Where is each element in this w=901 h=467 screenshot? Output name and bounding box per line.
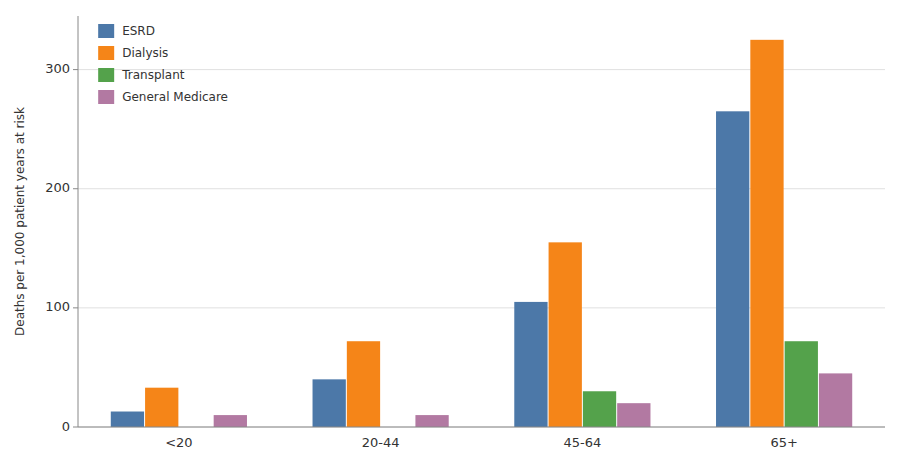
x-axis-line xyxy=(78,427,885,428)
bar xyxy=(415,415,448,427)
y-tick xyxy=(73,69,78,70)
bar xyxy=(111,412,144,427)
x-tick-label: 45-64 xyxy=(563,435,601,450)
legend-swatch xyxy=(98,24,114,38)
y-tick-label: 300 xyxy=(45,61,70,76)
y-tick-label: 200 xyxy=(45,180,70,195)
bar xyxy=(750,40,783,427)
bar xyxy=(819,373,852,427)
legend-item: General Medicare xyxy=(98,90,228,105)
y-tick xyxy=(73,188,78,189)
bar xyxy=(313,379,346,427)
x-axis: <20 20-44 45-64 65+ xyxy=(78,427,885,450)
legend-label: Transplant xyxy=(121,68,185,82)
y-tick-label: 100 xyxy=(45,299,70,314)
y-tick xyxy=(73,427,78,428)
x-tick-label: 20-44 xyxy=(362,435,400,450)
bar xyxy=(214,415,247,427)
x-tick-label: <20 xyxy=(165,435,192,450)
y-axis-line xyxy=(78,16,79,427)
y-tick-label: 0 xyxy=(62,419,70,434)
legend-swatch xyxy=(98,68,114,82)
legend-item: ESRD xyxy=(98,24,155,39)
y-tick xyxy=(73,307,78,308)
x-tick-label: 65+ xyxy=(770,435,797,450)
chart: 0 100 200 300 Deaths per 1,000 patient years… xyxy=(0,0,901,467)
bar xyxy=(617,403,650,427)
bar xyxy=(549,242,582,427)
legend-item: Dialysis xyxy=(98,46,168,61)
legend-swatch xyxy=(98,46,114,60)
bar xyxy=(347,341,380,427)
legend-swatch xyxy=(98,90,114,104)
bar xyxy=(785,341,818,427)
y-axis-label: Deaths per 1,000 patient years at risk xyxy=(13,107,27,336)
legend-item: Transplant xyxy=(98,68,185,83)
bars xyxy=(111,40,852,427)
bar xyxy=(514,302,547,427)
legend-label: Dialysis xyxy=(122,46,168,60)
legend-label: ESRD xyxy=(122,24,155,38)
y-axis: 0 100 200 300 xyxy=(45,16,78,434)
bar xyxy=(716,111,749,427)
legend: ESRD Dialysis Transplant General Medicare xyxy=(98,24,228,105)
grid-line xyxy=(78,427,885,428)
chart-container: 0 100 200 300 Deaths per 1,000 patient years… xyxy=(0,0,901,467)
bar xyxy=(145,388,178,427)
legend-label: General Medicare xyxy=(122,90,228,104)
bar xyxy=(583,391,616,427)
